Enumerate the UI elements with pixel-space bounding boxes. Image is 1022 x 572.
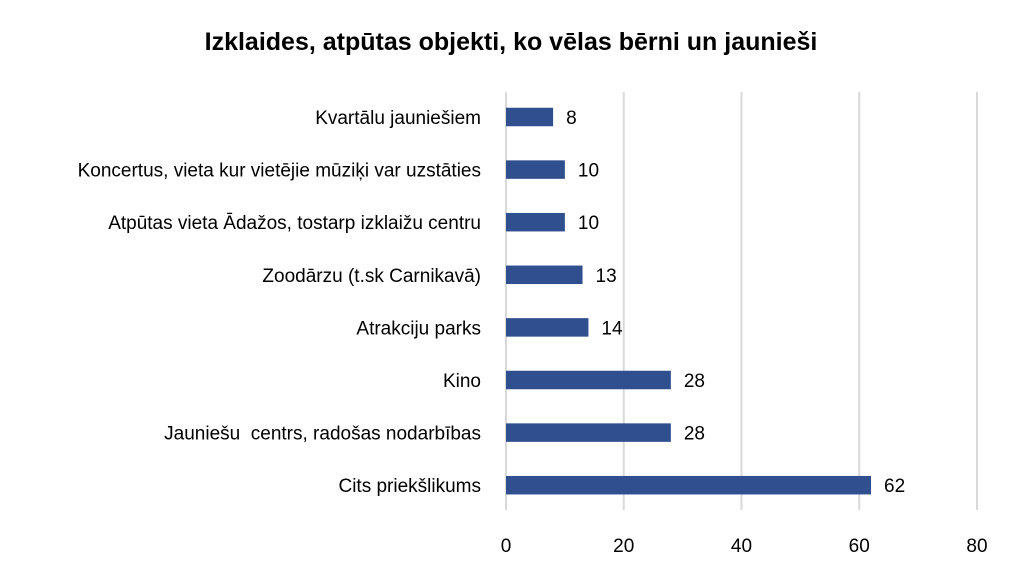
- chart-title: Izklaides, atpūtas objekti, ko vēlas bēr…: [205, 28, 818, 56]
- grid-lines: [505, 92, 978, 510]
- bar: [506, 475, 872, 495]
- category-label: Koncertus, vieta kur vietējie mūziķi var…: [78, 161, 481, 182]
- data-label: 14: [601, 318, 623, 339]
- data-label: 10: [578, 213, 599, 234]
- x-tick-label: 20: [613, 536, 634, 557]
- bar: [506, 423, 671, 442]
- data-label: 8: [566, 108, 577, 129]
- data-label: 10: [578, 161, 599, 182]
- category-label: Atrakciju parks: [356, 318, 481, 339]
- category-label: Cits priekšlikums: [338, 476, 481, 497]
- data-label: 28: [684, 371, 705, 392]
- data-label: 13: [596, 266, 617, 287]
- labels: 0 20 40 60 80 Kvartālu jauniešiem 8 Koncertus, …: [78, 108, 988, 557]
- x-tick-label: 40: [731, 536, 752, 557]
- bar: [506, 265, 583, 285]
- bar: [506, 370, 671, 390]
- bar: [506, 318, 589, 337]
- category-label: Kvartālu jauniešiem: [315, 108, 481, 129]
- data-label: 62: [884, 476, 905, 497]
- category-label: Zoodārzu (t.sk Carnikavā): [262, 266, 481, 287]
- x-tick-label: 80: [966, 536, 987, 557]
- category-label: Jauniešu centrs, radošas nodarbības: [164, 424, 481, 445]
- category-label: Kino: [443, 371, 481, 392]
- category-label: Atpūtas vieta Ādažos, tostarp izklaižu c…: [108, 213, 481, 234]
- bar: [506, 212, 565, 232]
- bars: [506, 107, 872, 495]
- bar: [506, 107, 554, 127]
- data-label: 28: [684, 424, 705, 445]
- x-tick-label: 0: [501, 536, 512, 557]
- x-tick-label: 60: [849, 536, 870, 557]
- bar: [506, 160, 565, 179]
